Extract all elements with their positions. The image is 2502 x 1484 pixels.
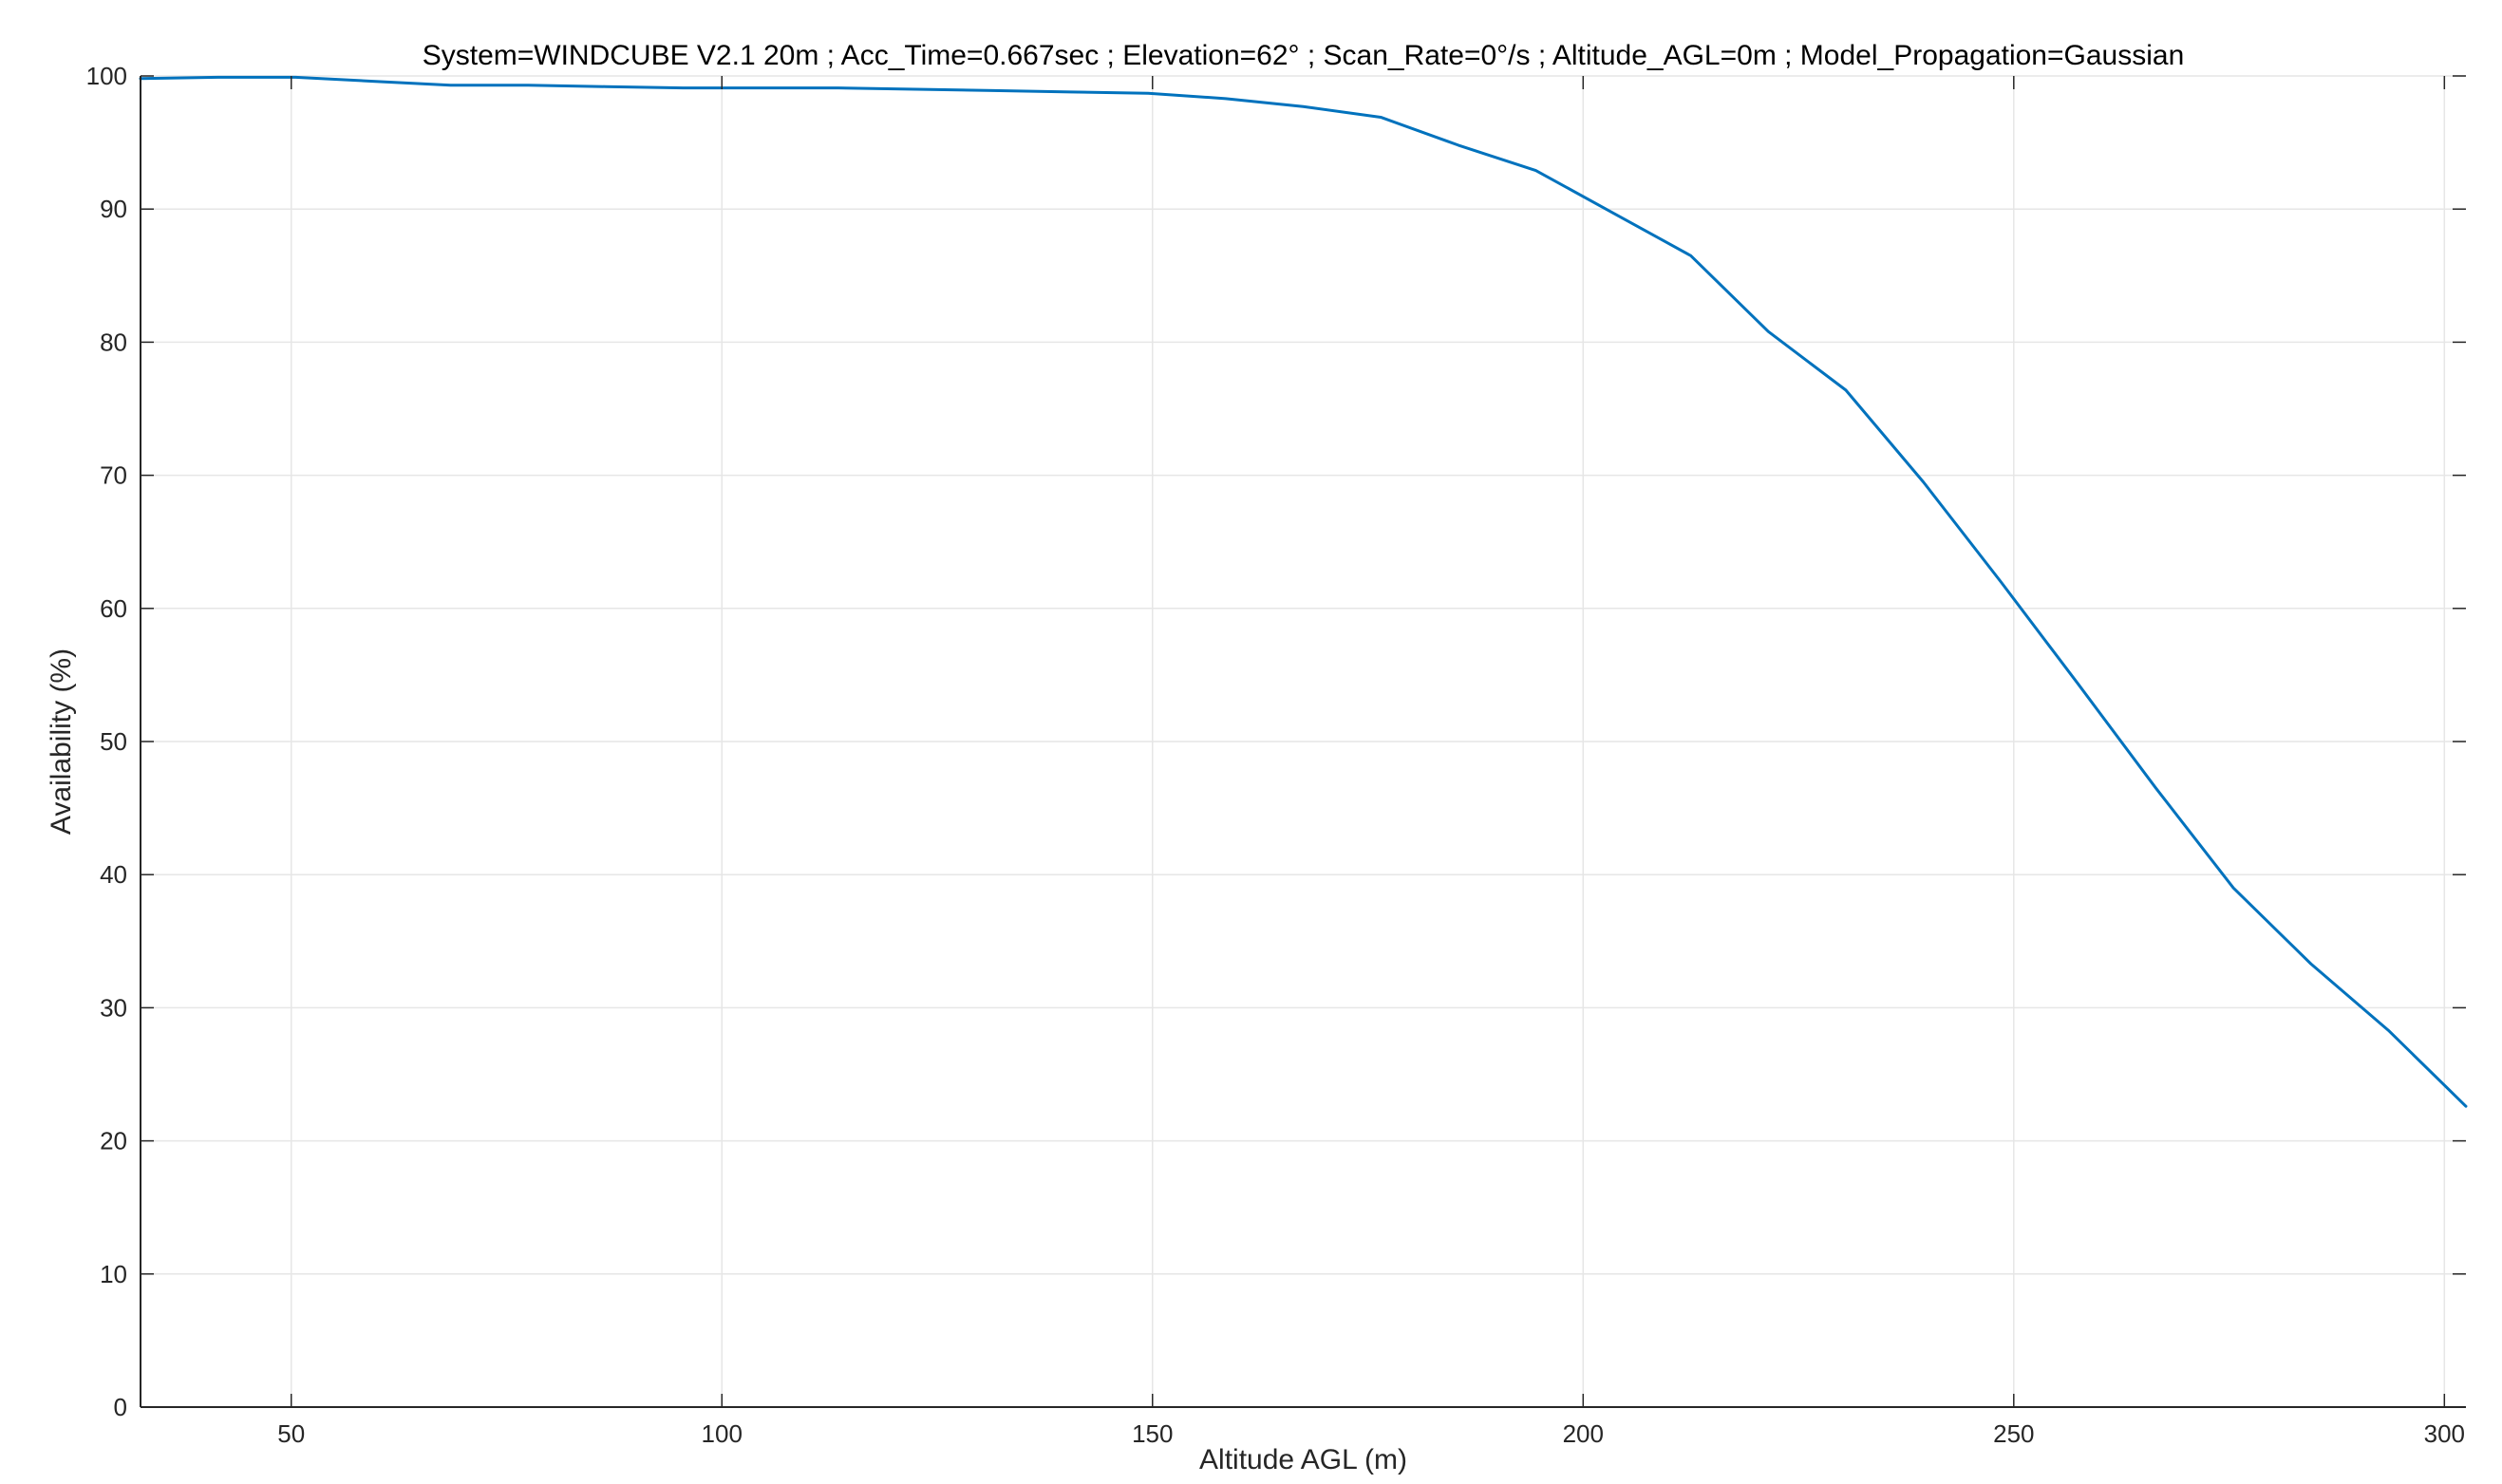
grid-lines (141, 75, 2466, 1408)
y-tick-label: 50 (100, 727, 127, 756)
y-tick-label: 80 (100, 328, 127, 356)
x-tick-label: 150 (1132, 1419, 1173, 1448)
y-tick-label: 70 (100, 461, 127, 490)
y-tick-label: 20 (100, 1127, 127, 1155)
chart-title: System=WINDCUBE V2.1 20m ; Acc_Time=0.66… (423, 40, 2185, 71)
y-tick-label: 10 (100, 1260, 127, 1288)
y-tick-label: 100 (86, 62, 127, 90)
series-line-1 (139, 75, 2468, 1108)
y-tick-label: 90 (100, 195, 127, 223)
x-tick-label: 50 (277, 1419, 305, 1448)
x-tick-label: 200 (1563, 1419, 1604, 1448)
y-tick-label: 60 (100, 594, 127, 623)
axes (140, 75, 2466, 1408)
tick-labels: 0 10 20 30 40 50 60 70 80 90 100 50 100 150 200 250 300 (86, 62, 2465, 1448)
x-tick-label: 250 (1993, 1419, 2034, 1448)
y-tick-label: 30 (100, 993, 127, 1022)
x-axis-title: Altitude AGL (m) (1199, 1444, 1407, 1475)
x-tick-label: 300 (2424, 1419, 2465, 1448)
series-group (139, 75, 2468, 1108)
y-axis-title: Availability (%) (46, 648, 77, 835)
y-tick-label: 40 (100, 860, 127, 889)
x-tick-label: 100 (702, 1419, 743, 1448)
y-tick-label: 0 (114, 1393, 127, 1421)
